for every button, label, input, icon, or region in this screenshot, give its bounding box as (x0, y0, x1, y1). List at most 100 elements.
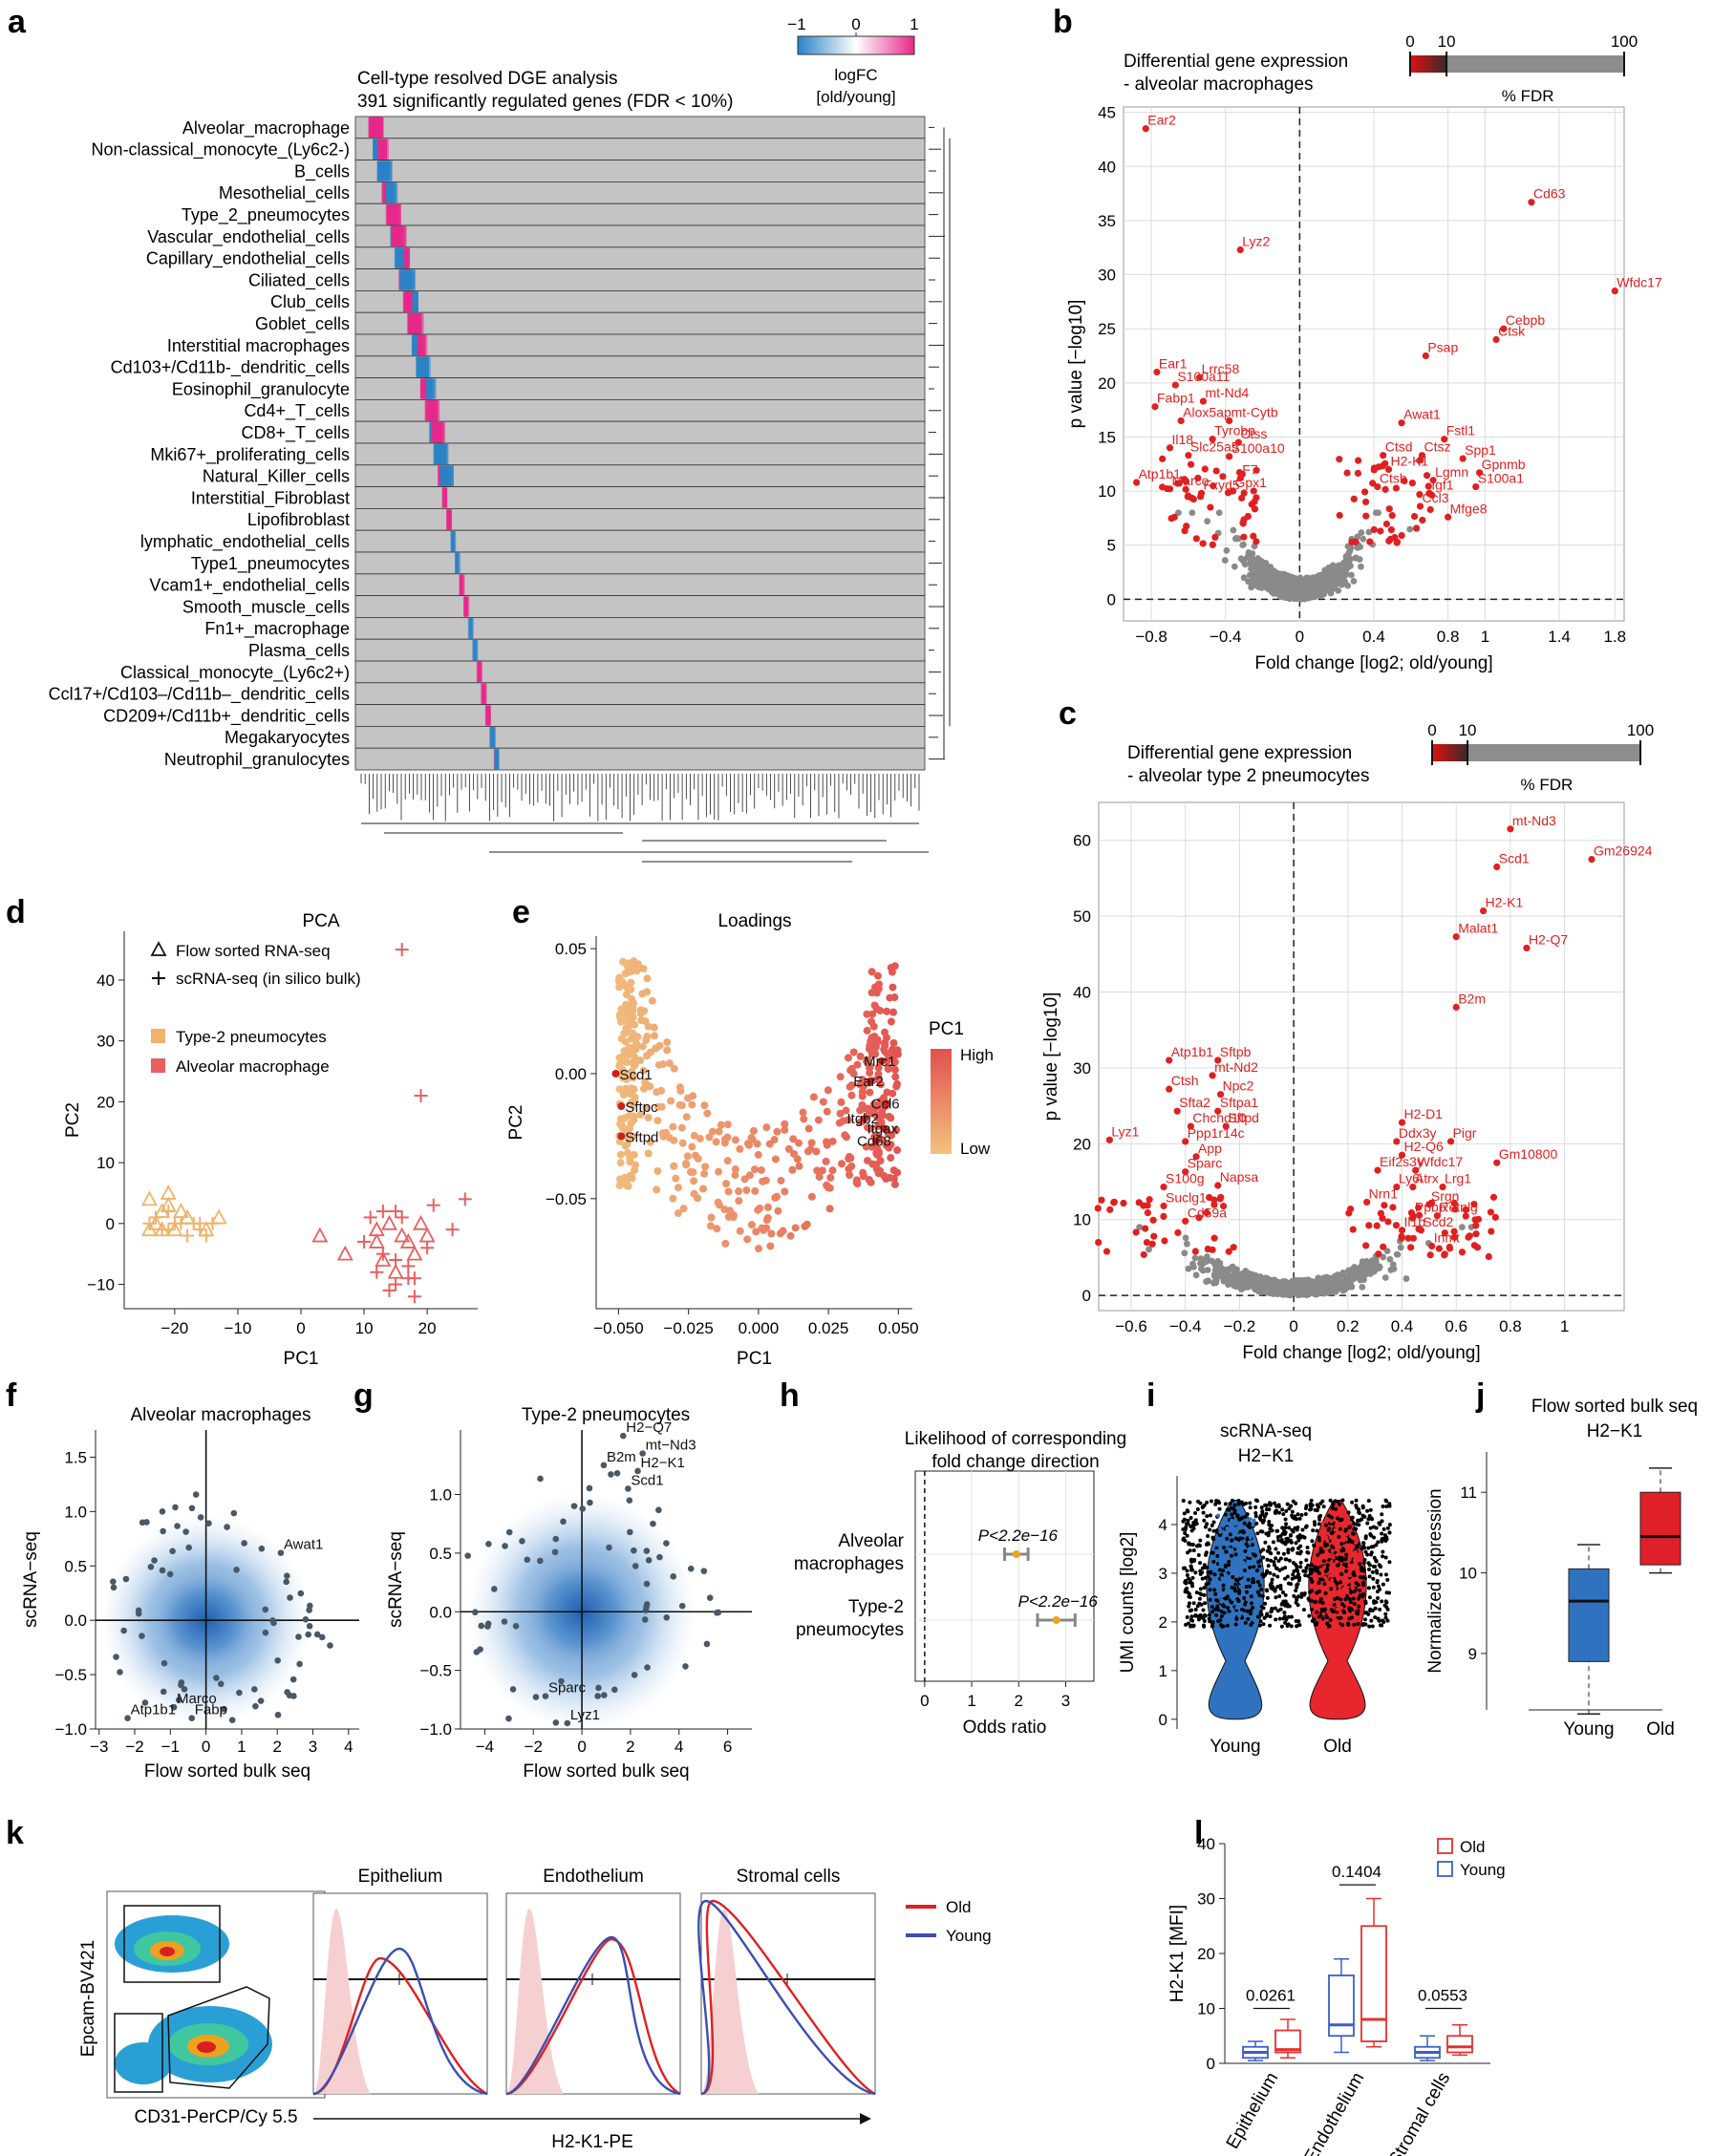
cell-point (1188, 1580, 1192, 1585)
cell-point (1343, 1597, 1348, 1602)
loading-point (892, 1082, 901, 1091)
gene-label: Gpx1 (1235, 475, 1268, 490)
loading-point (807, 1192, 816, 1201)
loading-point (863, 1010, 871, 1018)
significant-gene-point (1424, 482, 1432, 490)
histogram-title: Epithelium (358, 1867, 443, 1887)
loading-point (856, 1052, 865, 1060)
cell-point (1276, 1505, 1281, 1509)
cell-point (1317, 1517, 1322, 1522)
cell-point (1296, 1594, 1301, 1599)
cell-type-label: Vascular_endothelial_cells (147, 227, 350, 247)
cell-point (1317, 1599, 1322, 1604)
box-young (1568, 1568, 1610, 1662)
cell-point (1310, 1563, 1315, 1568)
loading-point (846, 1082, 854, 1091)
cell-point (1265, 1612, 1270, 1616)
cell-point (1185, 1569, 1189, 1573)
loading-point (869, 1050, 878, 1058)
significant-gene-point (1230, 1244, 1237, 1251)
cell-point (1328, 1498, 1333, 1503)
gene-label: Gm10800 (1499, 1146, 1558, 1162)
cell-point (1244, 1542, 1249, 1547)
cell-point (1345, 1621, 1350, 1626)
labeled-gene-point (1192, 1153, 1200, 1161)
cell-point (1187, 1576, 1191, 1581)
cell-point (1311, 1528, 1316, 1533)
heatmap-row (354, 508, 926, 531)
cell-point-density (1238, 1573, 1243, 1578)
cell-type-label: Eosinophil_granulocyte (172, 379, 350, 399)
x-tick-label: 1.4 (1548, 628, 1571, 646)
cell-point-density (1353, 1549, 1358, 1554)
cell-point (1291, 1547, 1295, 1551)
outlier-gene-point (663, 1540, 670, 1547)
panel-b-subtitle: - alveolar macrophages (1124, 75, 1314, 95)
loading-point (623, 1140, 632, 1148)
loading-point (743, 1235, 752, 1244)
cell-point (1315, 1528, 1319, 1533)
loading-point (654, 1102, 663, 1111)
cell-point (1363, 1536, 1368, 1541)
cell-point (1306, 1573, 1311, 1578)
outlier-gene-point (159, 1508, 166, 1515)
loading-point (628, 1132, 636, 1141)
loading-point (825, 1205, 834, 1213)
gene-label: S100a11 (1177, 369, 1230, 384)
loading-point (758, 1224, 766, 1232)
cell-point (1320, 1549, 1325, 1554)
gene-label: Atrx (1415, 1171, 1439, 1186)
loading-point (653, 1088, 661, 1097)
outlier-gene-point (159, 1567, 166, 1574)
heatmap-stripe (408, 269, 411, 290)
loading-point (845, 1164, 853, 1173)
heatmap-stripe (377, 117, 384, 138)
cell-point (1232, 1503, 1237, 1507)
cell-point (1286, 1550, 1291, 1555)
x-tick-label: 20 (418, 1319, 437, 1337)
cell-point-density (1338, 1606, 1343, 1611)
cell-point (1317, 1581, 1321, 1586)
cell-point (1221, 1583, 1226, 1588)
outlier-gene-point (537, 1475, 544, 1483)
significant-gene-point (1415, 1204, 1423, 1211)
odds-ratio-point (1052, 1616, 1060, 1624)
loading-point (890, 1180, 899, 1188)
gene-point (1231, 535, 1239, 543)
cell-point (1309, 1576, 1314, 1581)
loading-point (629, 1007, 637, 1015)
heatmap-row (354, 486, 926, 509)
labeled-gene-point (1398, 419, 1405, 427)
cell-point (1181, 1498, 1186, 1503)
loading-point (887, 1017, 895, 1026)
significant-gene-point (1210, 1234, 1218, 1242)
outlier-gene-point (512, 1623, 520, 1630)
significant-gene-point (1415, 1211, 1424, 1219)
cell-point (1283, 1620, 1288, 1625)
cell-point (1338, 1615, 1343, 1620)
cell-point (1207, 1616, 1211, 1621)
cell-point (1189, 1614, 1194, 1619)
gene-point (1214, 1257, 1222, 1265)
cell-point (1317, 1614, 1321, 1619)
labeled-gene-point (1476, 469, 1484, 477)
cell-point (1219, 1614, 1224, 1619)
heatmap-stripe (456, 552, 459, 573)
gene-label: Mfge8 (1450, 501, 1488, 516)
category-label: pneumocytes (796, 1620, 904, 1640)
loading-point (890, 962, 899, 971)
panel-e-title: Loadings (717, 911, 791, 931)
heatmap-stripe (390, 182, 398, 203)
gene-label: Wfdc17 (1617, 275, 1662, 290)
cell-point (1352, 1622, 1357, 1627)
cell-point (1186, 1621, 1190, 1626)
x-tick-label: 0.8 (1437, 628, 1460, 646)
gene-point (1352, 554, 1360, 562)
outlier-gene-point (175, 1697, 182, 1704)
gene-label: Ctss (1240, 426, 1267, 441)
gene-point (1358, 529, 1365, 536)
cell-point (1189, 1623, 1194, 1628)
labeled-loading-point (617, 1101, 626, 1110)
x-tick-label: 0.025 (808, 1319, 849, 1337)
heatmap-stripe (453, 531, 457, 552)
